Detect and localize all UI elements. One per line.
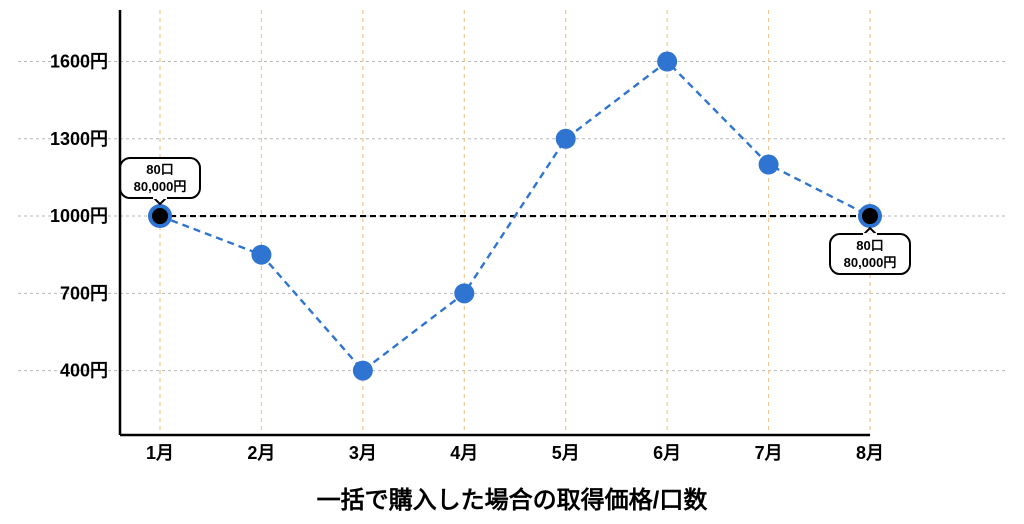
highlight-point: [152, 208, 168, 224]
y-tick-label: 1300円: [50, 129, 108, 149]
highlight-point: [862, 208, 878, 224]
callout-text: 80,000円: [844, 255, 897, 270]
callout-text: 80,000円: [134, 179, 187, 194]
x-tick-label: 4月: [450, 443, 478, 463]
chart-svg: 80口 80,000円 80口 80,000円 400円 700円 1000円 1300円 16…: [0, 0, 1024, 524]
y-tick-label: 700円: [60, 283, 108, 303]
y-tick-label: 1000円: [50, 206, 108, 226]
data-point: [556, 129, 576, 149]
data-point: [759, 155, 779, 175]
callout-bubble: 80口 80,000円: [120, 158, 200, 204]
data-point: [657, 52, 677, 72]
chart-container: 80口 80,000円 80口 80,000円 400円 700円 1000円 1300円 16…: [0, 0, 1024, 524]
callout-bubble: 80口 80,000円: [830, 228, 910, 274]
x-tick-label: 8月: [856, 443, 884, 463]
callout-text: 80口: [856, 238, 883, 253]
y-tick-label: 1600円: [50, 52, 108, 72]
x-tick-label: 6月: [653, 443, 681, 463]
x-tick-label: 1月: [146, 443, 174, 463]
x-tick-label: 7月: [755, 443, 783, 463]
y-tick-label: 400円: [60, 361, 108, 381]
chart-caption: 一括で購入した場合の取得価格/口数: [0, 480, 1024, 515]
x-tick-label: 3月: [349, 443, 377, 463]
x-tick-label: 2月: [247, 443, 275, 463]
data-point: [454, 283, 474, 303]
callout-text: 80口: [146, 162, 173, 177]
data-point: [353, 361, 373, 381]
data-point: [251, 245, 271, 265]
x-tick-label: 5月: [552, 443, 580, 463]
